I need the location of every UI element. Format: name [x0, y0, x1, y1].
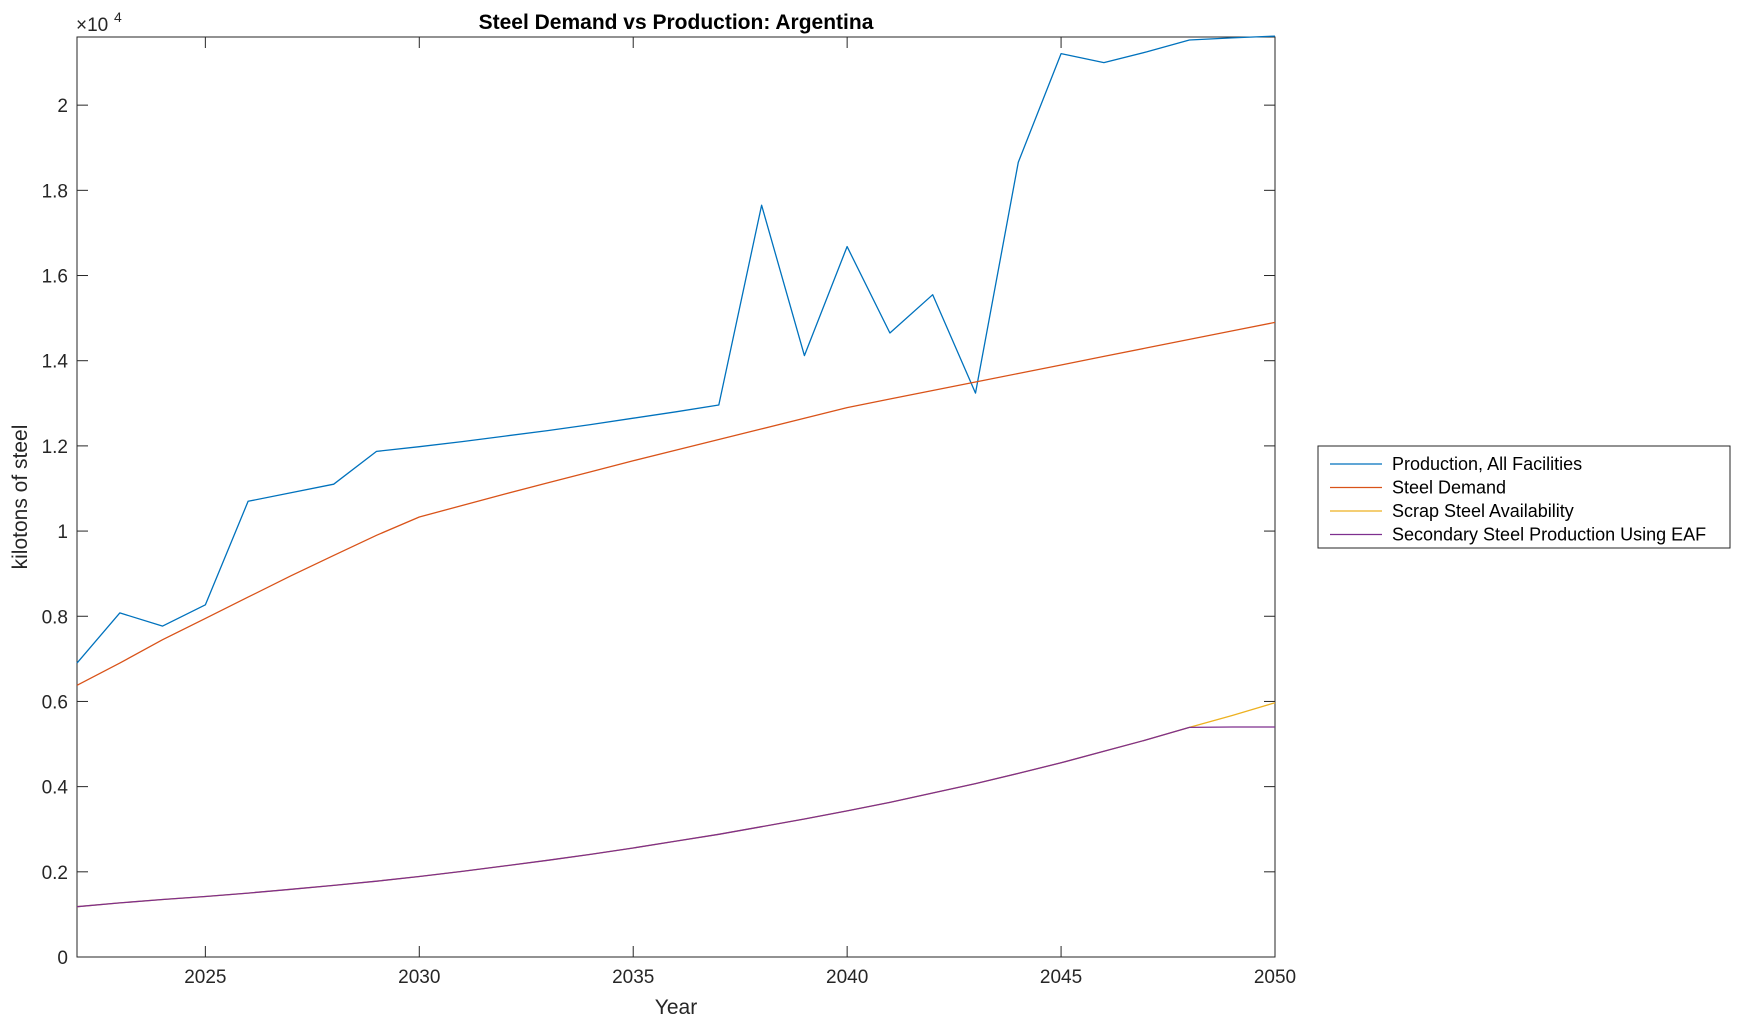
legend-entries: Production, All Facilities Steel Demand Sc… [1330, 454, 1706, 545]
y-tick-label: 1.8 [42, 181, 68, 202]
x-tick-label: 2045 [1040, 967, 1082, 988]
plot-area [76, 36, 1276, 958]
y-axis-label: kilotons of steel [9, 425, 32, 570]
x-tick-label: 2035 [612, 967, 654, 988]
y-tick-label: 2 [57, 96, 68, 117]
legend-entry-steel-demand: Steel Demand [1330, 478, 1506, 498]
legend-entry-production-all-facilities: Production, All Facilities [1330, 454, 1582, 474]
x-tick-label: 2030 [398, 967, 440, 988]
x-axis-label: Year [655, 996, 697, 1019]
y-axis: 0 0.2 0.4 0.6 0.8 1 1.2 1.4 1.6 1.8 2 [42, 96, 1275, 969]
chart-title: Steel Demand vs Production: Argentina [479, 11, 874, 34]
y-tick-label: 1.2 [42, 437, 68, 458]
y-tick-label: 1.6 [42, 267, 68, 288]
y-axis-multiplier: ×10 4 [76, 9, 122, 36]
y-tick-label: 1.4 [42, 352, 69, 373]
x-tick-label: 2050 [1254, 967, 1296, 988]
legend-label: Steel Demand [1392, 478, 1506, 498]
legend: Production, All Facilities Steel Demand Sc… [1317, 445, 1731, 549]
legend-box [1317, 445, 1731, 549]
legend-label: Production, All Facilities [1392, 454, 1582, 474]
legend-label: Scrap Steel Availability [1392, 501, 1574, 521]
y-tick-label: 0.4 [42, 778, 69, 799]
series-layer [76, 35, 1276, 908]
series-line-production-all-facilities [76, 35, 1276, 664]
series-line-steel-demand [76, 321, 1276, 686]
y-tick-label: 0 [57, 948, 68, 969]
legend-entry-scrap-steel-availability: Scrap Steel Availability [1330, 501, 1574, 521]
y-tick-label: 0.2 [42, 863, 68, 884]
y-axis-multiplier-exponent: 4 [114, 9, 122, 25]
y-tick-label: 1 [57, 522, 68, 543]
x-axis: 2025 2030 2035 2040 2045 2050 [184, 37, 1296, 988]
legend-label: Secondary Steel Production Using EAF [1392, 525, 1706, 545]
legend-entry-secondary-steel-production-using-eaf: Secondary Steel Production Using EAF [1330, 525, 1706, 545]
x-tick-label: 2040 [826, 967, 868, 988]
x-tick-label: 2025 [184, 967, 226, 988]
y-tick-label: 0.6 [42, 692, 68, 713]
y-tick-label: 0.8 [42, 607, 68, 628]
series-line-secondary-steel-production-using-eaf [76, 726, 1275, 908]
y-axis-multiplier-base: ×10 [76, 15, 108, 36]
